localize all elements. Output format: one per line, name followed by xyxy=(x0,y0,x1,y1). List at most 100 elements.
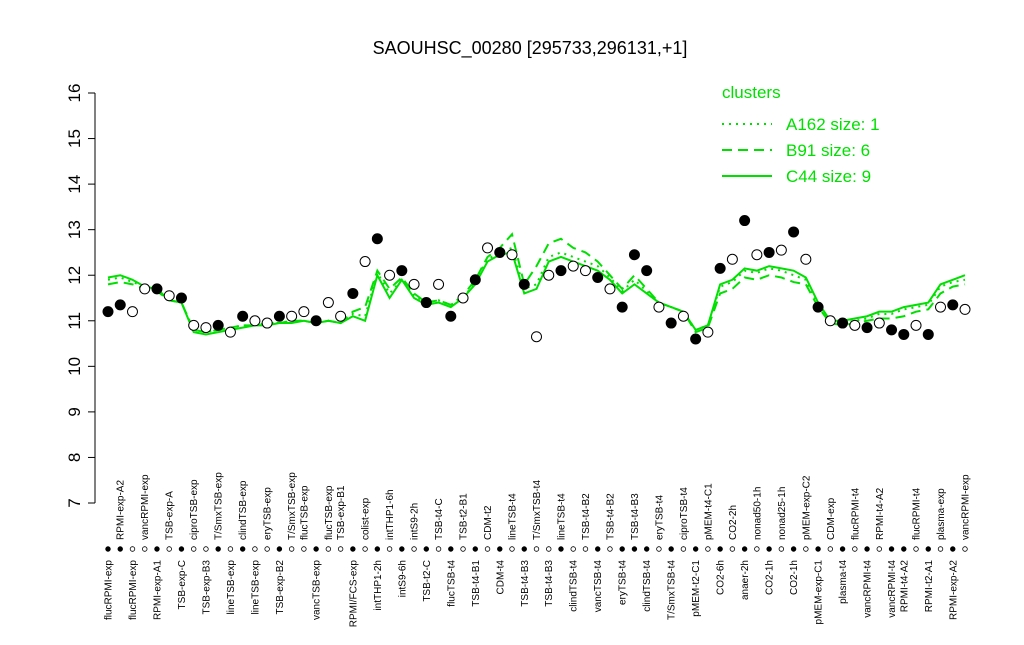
rug-dot xyxy=(643,546,650,552)
x-label-top: intTHP1-6h xyxy=(385,489,396,540)
x-label-bottom: RPMI-exp-A2 xyxy=(948,560,959,620)
data-point xyxy=(959,303,971,315)
rug-dot xyxy=(692,546,699,552)
rug-dot xyxy=(252,546,258,552)
x-label-bottom: T/SmxTSB-t4 xyxy=(667,560,678,620)
data-point xyxy=(567,260,579,272)
rug-dot xyxy=(595,546,601,552)
data-point xyxy=(310,315,322,327)
data-point xyxy=(775,244,787,256)
x-label-top: flucTSB-exp xyxy=(324,485,335,540)
rug-dot xyxy=(754,546,760,552)
x-label-bottom: TSB-t2-C xyxy=(422,560,433,602)
x-label-bottom: CO2-1h xyxy=(765,560,776,595)
rug-dot xyxy=(533,546,540,552)
x-label-top: flucTSB-exp xyxy=(299,485,310,540)
rug-dot xyxy=(619,546,625,552)
x-label-bottom: clindTSB-t4 xyxy=(569,560,580,612)
cluster-line xyxy=(107,246,966,334)
data-point xyxy=(322,297,334,309)
x-label-bottom: TSB-t4-B1 xyxy=(471,560,482,607)
rug-dot xyxy=(325,546,332,552)
legend-label: B91 size: 6 xyxy=(786,141,870,160)
data-point xyxy=(910,319,922,331)
legend-label: A162 size: 1 xyxy=(786,115,880,134)
legend-title: clusters xyxy=(722,83,781,102)
rug-dot xyxy=(313,546,319,552)
data-point xyxy=(298,306,310,318)
data-point xyxy=(347,287,359,299)
legend-label: C44 size: 9 xyxy=(786,167,871,186)
data-point xyxy=(531,331,542,343)
x-label-top: TSB-exp-B1 xyxy=(336,485,347,540)
rug-dot xyxy=(374,546,381,552)
x-label-top: intS9-2h xyxy=(410,503,421,540)
data-point xyxy=(653,301,665,313)
rug-dot xyxy=(423,546,430,552)
rug-dot xyxy=(154,546,160,552)
x-label-top: RPMI-t4-A2 xyxy=(875,487,886,540)
x-label-bottom: CDM-t4 xyxy=(495,560,506,595)
y-tick-label: 14 xyxy=(65,175,84,194)
data-point xyxy=(800,253,812,265)
rug-dot xyxy=(962,546,968,552)
data-point xyxy=(188,319,200,331)
data-point xyxy=(555,265,567,277)
data-point xyxy=(690,333,702,345)
y-tick-label: 15 xyxy=(65,129,84,148)
data-point xyxy=(139,283,151,295)
rug-dot xyxy=(509,546,515,552)
rug-dot xyxy=(350,546,356,552)
x-label-bottom: RPMI-t2-A1 xyxy=(924,560,935,613)
data-point xyxy=(371,233,383,245)
data-point xyxy=(592,272,604,283)
x-label-bottom: clindTSB-t4 xyxy=(642,560,653,612)
rug-dot xyxy=(680,546,687,552)
rug-dot xyxy=(778,546,785,552)
rug-dot xyxy=(607,546,613,552)
x-label-top: ciproTSB-t4 xyxy=(679,487,690,540)
x-label-top: pMEM-exp-C2 xyxy=(801,475,812,540)
x-label-bottom: RPMI-exp-A1 xyxy=(152,560,163,620)
data-point xyxy=(604,283,616,295)
data-point xyxy=(628,249,640,261)
rug-dot xyxy=(435,546,442,552)
y-tick-label: 16 xyxy=(65,84,84,103)
rug-dot xyxy=(142,546,148,552)
data-point xyxy=(224,326,236,338)
rug-dot xyxy=(668,546,674,552)
x-label-top: plasma-exp xyxy=(936,488,947,540)
x-label-top: T/SmxTSB-exp xyxy=(214,472,225,540)
x-label-bottom: CO2-1h xyxy=(789,560,800,595)
data-point xyxy=(175,292,187,304)
rug-dot xyxy=(460,546,466,552)
data-point xyxy=(677,310,689,322)
rug-dot xyxy=(497,546,503,552)
data-point xyxy=(445,310,457,322)
rug-dot xyxy=(839,546,846,552)
rug-dot xyxy=(950,546,956,552)
data-point xyxy=(506,249,518,261)
rug-dot xyxy=(913,546,919,552)
x-label-top: lineTSB-t4 xyxy=(556,493,567,540)
x-label-top: CO2-2h xyxy=(728,505,739,540)
x-label-bottom: flucRPMI-exp xyxy=(104,560,115,620)
x-label-top: lineTSB-t4 xyxy=(508,493,519,540)
x-label-bottom: flucTSB-t4 xyxy=(446,560,457,607)
x-label-bottom: TSB-exp-C xyxy=(177,560,188,609)
rug-dot xyxy=(362,546,368,552)
rug-dot xyxy=(105,546,111,552)
rug-dot xyxy=(337,546,344,552)
x-label-bottom: flucRPMI-exp xyxy=(128,560,139,620)
data-point xyxy=(249,315,261,327)
x-label-bottom: intS9-6h xyxy=(397,560,408,597)
data-point xyxy=(714,262,726,274)
data-point xyxy=(739,215,751,227)
x-label-bottom: RPMI-t4-A2 xyxy=(899,560,910,613)
data-point xyxy=(898,328,910,340)
data-point xyxy=(518,278,530,290)
data-point xyxy=(702,326,714,338)
x-label-top: CDM-exp xyxy=(826,497,837,540)
x-label-top: colist-exp xyxy=(361,497,372,540)
rug-dot xyxy=(386,546,393,552)
